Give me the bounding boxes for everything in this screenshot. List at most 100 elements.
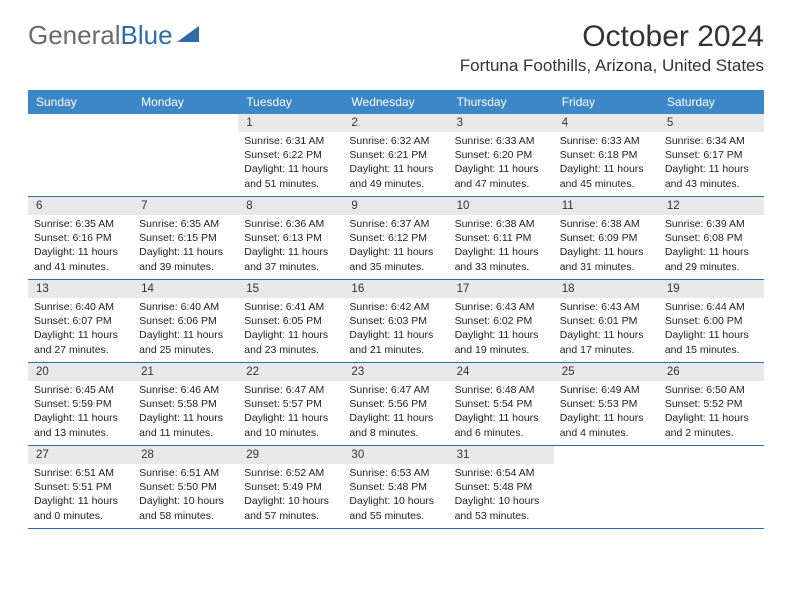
day-cell: 12Sunrise: 6:39 AMSunset: 6:08 PMDayligh… bbox=[659, 197, 764, 279]
day-number: 28 bbox=[133, 446, 238, 464]
day-body: Sunrise: 6:35 AMSunset: 6:16 PMDaylight:… bbox=[28, 215, 133, 278]
day-cell: 3Sunrise: 6:33 AMSunset: 6:20 PMDaylight… bbox=[449, 114, 554, 196]
logo-triangle-icon bbox=[177, 20, 203, 51]
day-cell: 21Sunrise: 6:46 AMSunset: 5:58 PMDayligh… bbox=[133, 363, 238, 445]
day-number: 30 bbox=[343, 446, 448, 464]
day-body: Sunrise: 6:31 AMSunset: 6:22 PMDaylight:… bbox=[238, 132, 343, 195]
day-cell: 8Sunrise: 6:36 AMSunset: 6:13 PMDaylight… bbox=[238, 197, 343, 279]
day-number: 8 bbox=[238, 197, 343, 215]
day-body: Sunrise: 6:46 AMSunset: 5:58 PMDaylight:… bbox=[133, 381, 238, 444]
day-number: 14 bbox=[133, 280, 238, 298]
day-body: Sunrise: 6:44 AMSunset: 6:00 PMDaylight:… bbox=[659, 298, 764, 361]
day-number: 6 bbox=[28, 197, 133, 215]
day-cell: 13Sunrise: 6:40 AMSunset: 6:07 PMDayligh… bbox=[28, 280, 133, 362]
day-cell: 10Sunrise: 6:38 AMSunset: 6:11 PMDayligh… bbox=[449, 197, 554, 279]
day-body: Sunrise: 6:35 AMSunset: 6:15 PMDaylight:… bbox=[133, 215, 238, 278]
day-cell: 19Sunrise: 6:44 AMSunset: 6:00 PMDayligh… bbox=[659, 280, 764, 362]
day-body: Sunrise: 6:38 AMSunset: 6:11 PMDaylight:… bbox=[449, 215, 554, 278]
day-body: Sunrise: 6:40 AMSunset: 6:06 PMDaylight:… bbox=[133, 298, 238, 361]
weekday-header: Wednesday bbox=[343, 90, 448, 114]
day-cell: 7Sunrise: 6:35 AMSunset: 6:15 PMDaylight… bbox=[133, 197, 238, 279]
day-number: 17 bbox=[449, 280, 554, 298]
calendar-page: GeneralBlue October 2024 Fortuna Foothil… bbox=[0, 0, 792, 549]
logo: GeneralBlue bbox=[28, 20, 203, 51]
day-cell: 18Sunrise: 6:43 AMSunset: 6:01 PMDayligh… bbox=[554, 280, 659, 362]
weeks-container: ..1Sunrise: 6:31 AMSunset: 6:22 PMDaylig… bbox=[28, 114, 764, 529]
day-number: 13 bbox=[28, 280, 133, 298]
day-cell: 11Sunrise: 6:38 AMSunset: 6:09 PMDayligh… bbox=[554, 197, 659, 279]
day-cell: 20Sunrise: 6:45 AMSunset: 5:59 PMDayligh… bbox=[28, 363, 133, 445]
day-body: Sunrise: 6:53 AMSunset: 5:48 PMDaylight:… bbox=[343, 464, 448, 527]
day-cell: . bbox=[133, 114, 238, 196]
day-cell: . bbox=[659, 446, 764, 528]
day-cell: 31Sunrise: 6:54 AMSunset: 5:48 PMDayligh… bbox=[449, 446, 554, 528]
day-body: Sunrise: 6:49 AMSunset: 5:53 PMDaylight:… bbox=[554, 381, 659, 444]
day-number: 22 bbox=[238, 363, 343, 381]
day-body: Sunrise: 6:47 AMSunset: 5:56 PMDaylight:… bbox=[343, 381, 448, 444]
day-cell: 23Sunrise: 6:47 AMSunset: 5:56 PMDayligh… bbox=[343, 363, 448, 445]
day-cell: 4Sunrise: 6:33 AMSunset: 6:18 PMDaylight… bbox=[554, 114, 659, 196]
day-body: Sunrise: 6:33 AMSunset: 6:20 PMDaylight:… bbox=[449, 132, 554, 195]
day-body: Sunrise: 6:40 AMSunset: 6:07 PMDaylight:… bbox=[28, 298, 133, 361]
day-body: Sunrise: 6:51 AMSunset: 5:51 PMDaylight:… bbox=[28, 464, 133, 527]
day-body: Sunrise: 6:51 AMSunset: 5:50 PMDaylight:… bbox=[133, 464, 238, 527]
day-cell: 5Sunrise: 6:34 AMSunset: 6:17 PMDaylight… bbox=[659, 114, 764, 196]
day-number: 16 bbox=[343, 280, 448, 298]
day-cell: 26Sunrise: 6:50 AMSunset: 5:52 PMDayligh… bbox=[659, 363, 764, 445]
day-body: Sunrise: 6:32 AMSunset: 6:21 PMDaylight:… bbox=[343, 132, 448, 195]
day-body: Sunrise: 6:38 AMSunset: 6:09 PMDaylight:… bbox=[554, 215, 659, 278]
day-body: Sunrise: 6:45 AMSunset: 5:59 PMDaylight:… bbox=[28, 381, 133, 444]
weekday-header: Saturday bbox=[659, 90, 764, 114]
day-number: 24 bbox=[449, 363, 554, 381]
day-body: Sunrise: 6:50 AMSunset: 5:52 PMDaylight:… bbox=[659, 381, 764, 444]
logo-text-general: General bbox=[28, 20, 121, 51]
day-cell: 29Sunrise: 6:52 AMSunset: 5:49 PMDayligh… bbox=[238, 446, 343, 528]
day-body: Sunrise: 6:48 AMSunset: 5:54 PMDaylight:… bbox=[449, 381, 554, 444]
day-number: 27 bbox=[28, 446, 133, 464]
day-number: 7 bbox=[133, 197, 238, 215]
day-body: Sunrise: 6:43 AMSunset: 6:01 PMDaylight:… bbox=[554, 298, 659, 361]
day-number: 29 bbox=[238, 446, 343, 464]
day-cell: 2Sunrise: 6:32 AMSunset: 6:21 PMDaylight… bbox=[343, 114, 448, 196]
day-body: Sunrise: 6:33 AMSunset: 6:18 PMDaylight:… bbox=[554, 132, 659, 195]
week-row: 20Sunrise: 6:45 AMSunset: 5:59 PMDayligh… bbox=[28, 363, 764, 446]
week-row: 27Sunrise: 6:51 AMSunset: 5:51 PMDayligh… bbox=[28, 446, 764, 529]
weekday-header: Thursday bbox=[449, 90, 554, 114]
week-row: 6Sunrise: 6:35 AMSunset: 6:16 PMDaylight… bbox=[28, 197, 764, 280]
day-number: 18 bbox=[554, 280, 659, 298]
day-number: 3 bbox=[449, 114, 554, 132]
day-number: 15 bbox=[238, 280, 343, 298]
day-cell: 17Sunrise: 6:43 AMSunset: 6:02 PMDayligh… bbox=[449, 280, 554, 362]
day-cell: 9Sunrise: 6:37 AMSunset: 6:12 PMDaylight… bbox=[343, 197, 448, 279]
weekday-header-row: SundayMondayTuesdayWednesdayThursdayFrid… bbox=[28, 90, 764, 114]
day-body: Sunrise: 6:34 AMSunset: 6:17 PMDaylight:… bbox=[659, 132, 764, 195]
day-body: Sunrise: 6:37 AMSunset: 6:12 PMDaylight:… bbox=[343, 215, 448, 278]
day-number: 31 bbox=[449, 446, 554, 464]
weekday-header: Monday bbox=[133, 90, 238, 114]
day-cell: 16Sunrise: 6:42 AMSunset: 6:03 PMDayligh… bbox=[343, 280, 448, 362]
day-number: 20 bbox=[28, 363, 133, 381]
day-number: 11 bbox=[554, 197, 659, 215]
day-body: Sunrise: 6:42 AMSunset: 6:03 PMDaylight:… bbox=[343, 298, 448, 361]
week-row: ..1Sunrise: 6:31 AMSunset: 6:22 PMDaylig… bbox=[28, 114, 764, 197]
day-body: Sunrise: 6:36 AMSunset: 6:13 PMDaylight:… bbox=[238, 215, 343, 278]
logo-text-blue: Blue bbox=[121, 20, 173, 51]
day-number: 19 bbox=[659, 280, 764, 298]
day-cell: 14Sunrise: 6:40 AMSunset: 6:06 PMDayligh… bbox=[133, 280, 238, 362]
day-body: Sunrise: 6:43 AMSunset: 6:02 PMDaylight:… bbox=[449, 298, 554, 361]
day-cell: . bbox=[28, 114, 133, 196]
calendar-grid: SundayMondayTuesdayWednesdayThursdayFrid… bbox=[28, 90, 764, 529]
day-number: 26 bbox=[659, 363, 764, 381]
weekday-header: Friday bbox=[554, 90, 659, 114]
day-number: 1 bbox=[238, 114, 343, 132]
day-body: Sunrise: 6:47 AMSunset: 5:57 PMDaylight:… bbox=[238, 381, 343, 444]
day-cell: 24Sunrise: 6:48 AMSunset: 5:54 PMDayligh… bbox=[449, 363, 554, 445]
day-number: 12 bbox=[659, 197, 764, 215]
day-number: 10 bbox=[449, 197, 554, 215]
day-number: 25 bbox=[554, 363, 659, 381]
day-cell: 27Sunrise: 6:51 AMSunset: 5:51 PMDayligh… bbox=[28, 446, 133, 528]
day-body: Sunrise: 6:52 AMSunset: 5:49 PMDaylight:… bbox=[238, 464, 343, 527]
day-cell: 1Sunrise: 6:31 AMSunset: 6:22 PMDaylight… bbox=[238, 114, 343, 196]
day-number: 2 bbox=[343, 114, 448, 132]
day-number: 23 bbox=[343, 363, 448, 381]
